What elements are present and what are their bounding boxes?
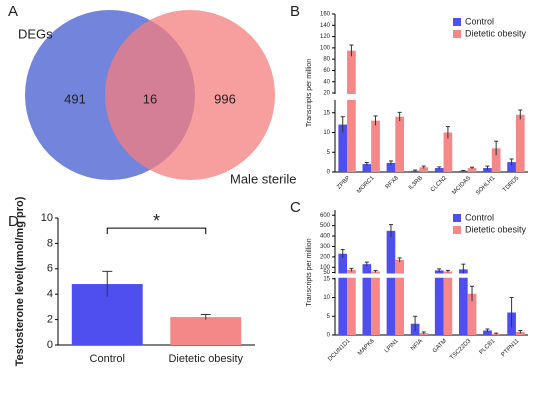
y-tick-label: 200 [320, 254, 331, 260]
y-tick-label: 0 [327, 170, 331, 176]
y-tick-label: 20 [323, 91, 330, 97]
legend-label: Dietetic obesity [465, 28, 527, 38]
y-tick-label: 10 [323, 130, 330, 136]
x-tick-label: NFIA [410, 338, 424, 352]
legend-swatch [453, 30, 461, 38]
x-tick-label: TDRD5 [502, 175, 521, 194]
y-tick-label: 100 [320, 265, 331, 271]
x-tick-label: DCUN1D1 [327, 338, 352, 363]
count-label: 491 [64, 91, 86, 106]
y-tick-label: 4 [47, 288, 53, 300]
y-tick-label: 0 [327, 333, 331, 339]
panel-label: B [290, 3, 300, 20]
y-tick-label: 2 [47, 314, 53, 326]
y-tick-label: 5 [327, 314, 331, 320]
bar [483, 330, 492, 335]
set-label: DEGs [18, 26, 53, 41]
bar [459, 269, 468, 335]
bar [395, 116, 404, 172]
panel-label: D [8, 213, 19, 230]
x-tick-label: RFX8 [385, 175, 401, 191]
y-axis-label: Transcripts per million [306, 59, 313, 127]
bar [362, 264, 372, 335]
count-label: 996 [214, 91, 236, 106]
legend-swatch [453, 226, 461, 234]
bar [347, 50, 356, 172]
x-tick-label: Control [90, 353, 125, 365]
y-tick-label: 80 [323, 57, 330, 63]
bar [362, 164, 372, 172]
legend-label: Control [465, 212, 494, 222]
axis-break [331, 94, 530, 100]
bar [395, 260, 404, 335]
bar [170, 317, 242, 345]
bar [491, 148, 501, 172]
x-tick-label: TSC22D3 [449, 338, 472, 361]
legend-label: Control [465, 16, 494, 26]
bar [467, 168, 477, 172]
panel-label: A [8, 3, 18, 20]
y-tick-label: 120 [320, 34, 331, 40]
x-tick-label: MAPK6 [357, 338, 376, 357]
y-tick-label: 160 [320, 12, 331, 18]
y-tick-label: 15 [323, 110, 330, 116]
y-tick-label: 400 [320, 234, 331, 240]
bar [386, 230, 396, 335]
y-tick-label: 0 [47, 339, 53, 351]
bar [459, 170, 468, 172]
legend-swatch [453, 18, 461, 26]
y-tick-label: 10 [41, 212, 53, 224]
bar [371, 271, 380, 335]
legend-swatch [453, 214, 461, 222]
y-tick-label: 8 [47, 237, 53, 249]
bar [338, 253, 348, 335]
y-tick-label: 6 [47, 263, 53, 275]
bar [338, 124, 348, 172]
x-tick-label: CLCN2 [430, 175, 449, 194]
y-tick-label: 100 [320, 45, 331, 51]
bar [507, 162, 516, 172]
bar [419, 167, 429, 172]
x-tick-label: SOHLH1 [475, 175, 497, 197]
bar [467, 293, 477, 335]
bar [386, 162, 396, 172]
y-axis-label: Transcripts per million [306, 238, 313, 306]
y-tick-label: 15 [323, 276, 330, 282]
y-tick-label: 600 [320, 213, 331, 219]
y-tick-label: 500 [320, 223, 331, 229]
x-tick-label: ZPBP [336, 175, 351, 190]
y-tick-label: 5 [327, 150, 331, 156]
y-tick-label: 140 [320, 23, 331, 29]
significance-bracket [106, 227, 207, 235]
x-tick-label: MORC1 [356, 175, 376, 195]
x-tick-label: Dietetic obesity [168, 353, 243, 365]
bar [443, 271, 453, 335]
bar [515, 114, 525, 172]
y-tick-label: 40 [323, 79, 330, 85]
bar [443, 132, 453, 172]
x-tick-label: PLCB1 [479, 338, 497, 356]
x-tick-label: GATM [432, 338, 448, 354]
x-tick-label: MCIDAS [451, 175, 472, 196]
axis-break [331, 273, 530, 278]
y-tick-label: 50 [323, 270, 330, 276]
x-tick-label: PTPN11 [501, 338, 521, 358]
x-tick-label: LPIN1 [384, 338, 401, 355]
legend-label: Dietetic obesity [465, 224, 527, 234]
x-tick-label: IL3RB [408, 175, 424, 191]
set-circle [105, 10, 275, 180]
y-tick-label: 60 [323, 68, 330, 74]
y-tick-label: 10 [323, 295, 330, 301]
bar [434, 168, 444, 172]
y-axis-label: Testosterone level(umol/mg pro) [14, 196, 26, 366]
bar [434, 270, 444, 335]
count-label: 16 [143, 91, 157, 106]
annotation: * [153, 211, 160, 231]
set-label: Male sterile [230, 171, 296, 186]
bar [371, 120, 380, 172]
y-tick-label: 300 [320, 244, 331, 250]
bar [347, 269, 356, 335]
panel-label: C [290, 199, 301, 216]
